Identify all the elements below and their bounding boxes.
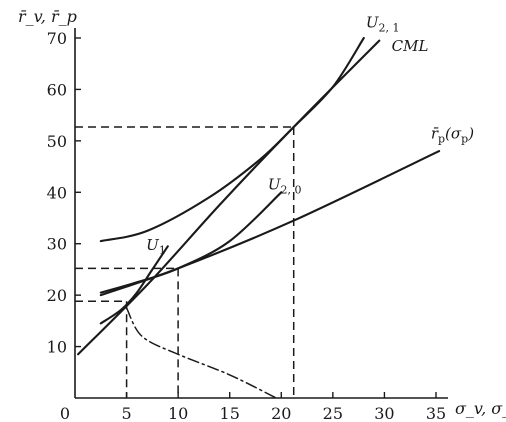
curve-label: CML <box>392 37 429 55</box>
curve-label: U2, 1 <box>366 14 400 35</box>
series-u-2-1 <box>99 36 365 243</box>
x-tick-label: 30 <box>374 404 394 422</box>
y-ticks: 10 20 30 40 50 60 70 <box>47 29 81 357</box>
y-axis-label: r̄_v, r̄_p <box>18 7 77 26</box>
series-u-2-0 <box>99 191 283 294</box>
curve-label: r̄p(σp) <box>431 124 474 145</box>
y-tick-label: 60 <box>47 80 67 99</box>
y-tick-label: 70 <box>47 29 67 48</box>
series-u-1 <box>99 245 169 325</box>
x-tick-label: 0 <box>60 404 70 422</box>
x-tick-label: 35 <box>426 404 446 422</box>
series-lines <box>77 36 441 399</box>
x-tick-label: 5 <box>121 404 131 422</box>
x-tick-label: 15 <box>220 404 240 422</box>
x-ticks: 0 5 10 15 20 25 30 35 <box>60 392 446 422</box>
y-tick-label: 50 <box>47 132 67 151</box>
x-axis-label: σ_v, σ_p <box>455 399 506 418</box>
curve-labels: U2, 1 CML r̄p(σp) U2, 0 U1 <box>146 14 474 257</box>
y-tick-label: 40 <box>47 183 67 202</box>
x-tick-label: 20 <box>271 404 291 422</box>
series-r-p-p <box>99 150 441 297</box>
axes: 10 20 30 40 50 60 70 0 5 10 15 20 25 30 35 r̄_v, r̄_p… <box>18 7 506 422</box>
y-tick-label: 30 <box>47 235 67 254</box>
curve-label: U2, 0 <box>268 176 302 197</box>
x-tick-label: 10 <box>168 404 188 422</box>
y-tick-label: 20 <box>47 286 67 305</box>
y-tick-label: 10 <box>47 338 67 357</box>
curve-label: U1 <box>146 236 166 257</box>
reference-lines <box>75 126 295 398</box>
series-dashdot-curve <box>125 307 277 399</box>
x-tick-label: 25 <box>323 404 343 422</box>
